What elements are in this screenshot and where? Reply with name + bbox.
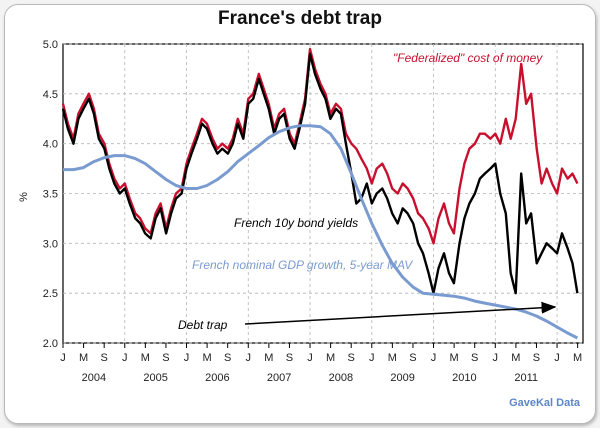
x-month-label: S <box>100 352 107 364</box>
x-month-label: S <box>409 352 416 364</box>
annotation-gdp-growth: French nominal GDP growth, 5-year MAV <box>192 258 413 272</box>
y-tick-label: 3.5 <box>43 189 58 201</box>
x-year-label: 2011 <box>514 372 538 384</box>
x-month-label: J <box>431 352 437 364</box>
y-tick-label: 3.0 <box>43 238 58 250</box>
x-month-label: M <box>573 352 582 364</box>
annotation-federalized: "Federalized" cost of money <box>393 51 543 65</box>
x-month-label: J <box>122 352 128 364</box>
series-federalized-cost <box>61 47 579 245</box>
x-month-label: S <box>533 352 540 364</box>
y-tick-label: 5.0 <box>43 39 58 51</box>
x-year-label: 2010 <box>452 372 476 384</box>
x-month-label: S <box>224 352 231 364</box>
y-tick-label: 2.0 <box>43 338 58 350</box>
x-month-label: J <box>184 352 190 364</box>
y-tick-label: 4.0 <box>43 139 58 151</box>
x-month-label: S <box>348 352 355 364</box>
x-month-label: J <box>307 352 313 364</box>
x-month-label: M <box>79 352 88 364</box>
y-tick-label: 2.5 <box>43 288 58 300</box>
x-month-label: M <box>450 352 459 364</box>
x-year-label: 2004 <box>82 372 106 384</box>
x-month-label: M <box>141 352 150 364</box>
x-month-label: M <box>388 352 397 364</box>
x-month-label: M <box>203 352 212 364</box>
x-month-label: J <box>246 352 252 364</box>
x-month-label: J <box>60 352 66 364</box>
x-year-label: 2009 <box>390 372 414 384</box>
series-gdp-growth <box>63 124 579 340</box>
source-label: GaveKal Data <box>509 397 581 409</box>
y-axis-label: % <box>18 192 30 202</box>
x-month-label: M <box>264 352 273 364</box>
x-month-label: S <box>162 352 169 364</box>
x-month-label: S <box>471 352 478 364</box>
debt-trap-arrow <box>244 301 557 325</box>
x-month-label: M <box>326 352 335 364</box>
x-year-label: 2006 <box>205 372 229 384</box>
series-bond-yields <box>61 52 579 295</box>
x-year-label: 2008 <box>329 372 353 384</box>
x-year-label: 2005 <box>143 372 167 384</box>
x-month-label: M <box>511 352 520 364</box>
x-month-label: J <box>493 352 499 364</box>
x-year-label: 2007 <box>267 372 291 384</box>
x-month-label: J <box>369 352 375 364</box>
annotation-debt-trap: Debt trap <box>178 318 228 332</box>
x-month-label: J <box>554 352 560 364</box>
y-tick-label: 4.5 <box>43 89 58 101</box>
annotation-bond-yields: French 10y bond yields <box>234 216 358 230</box>
chart-title: France's debt trap <box>218 8 382 29</box>
x-month-label: S <box>286 352 293 364</box>
